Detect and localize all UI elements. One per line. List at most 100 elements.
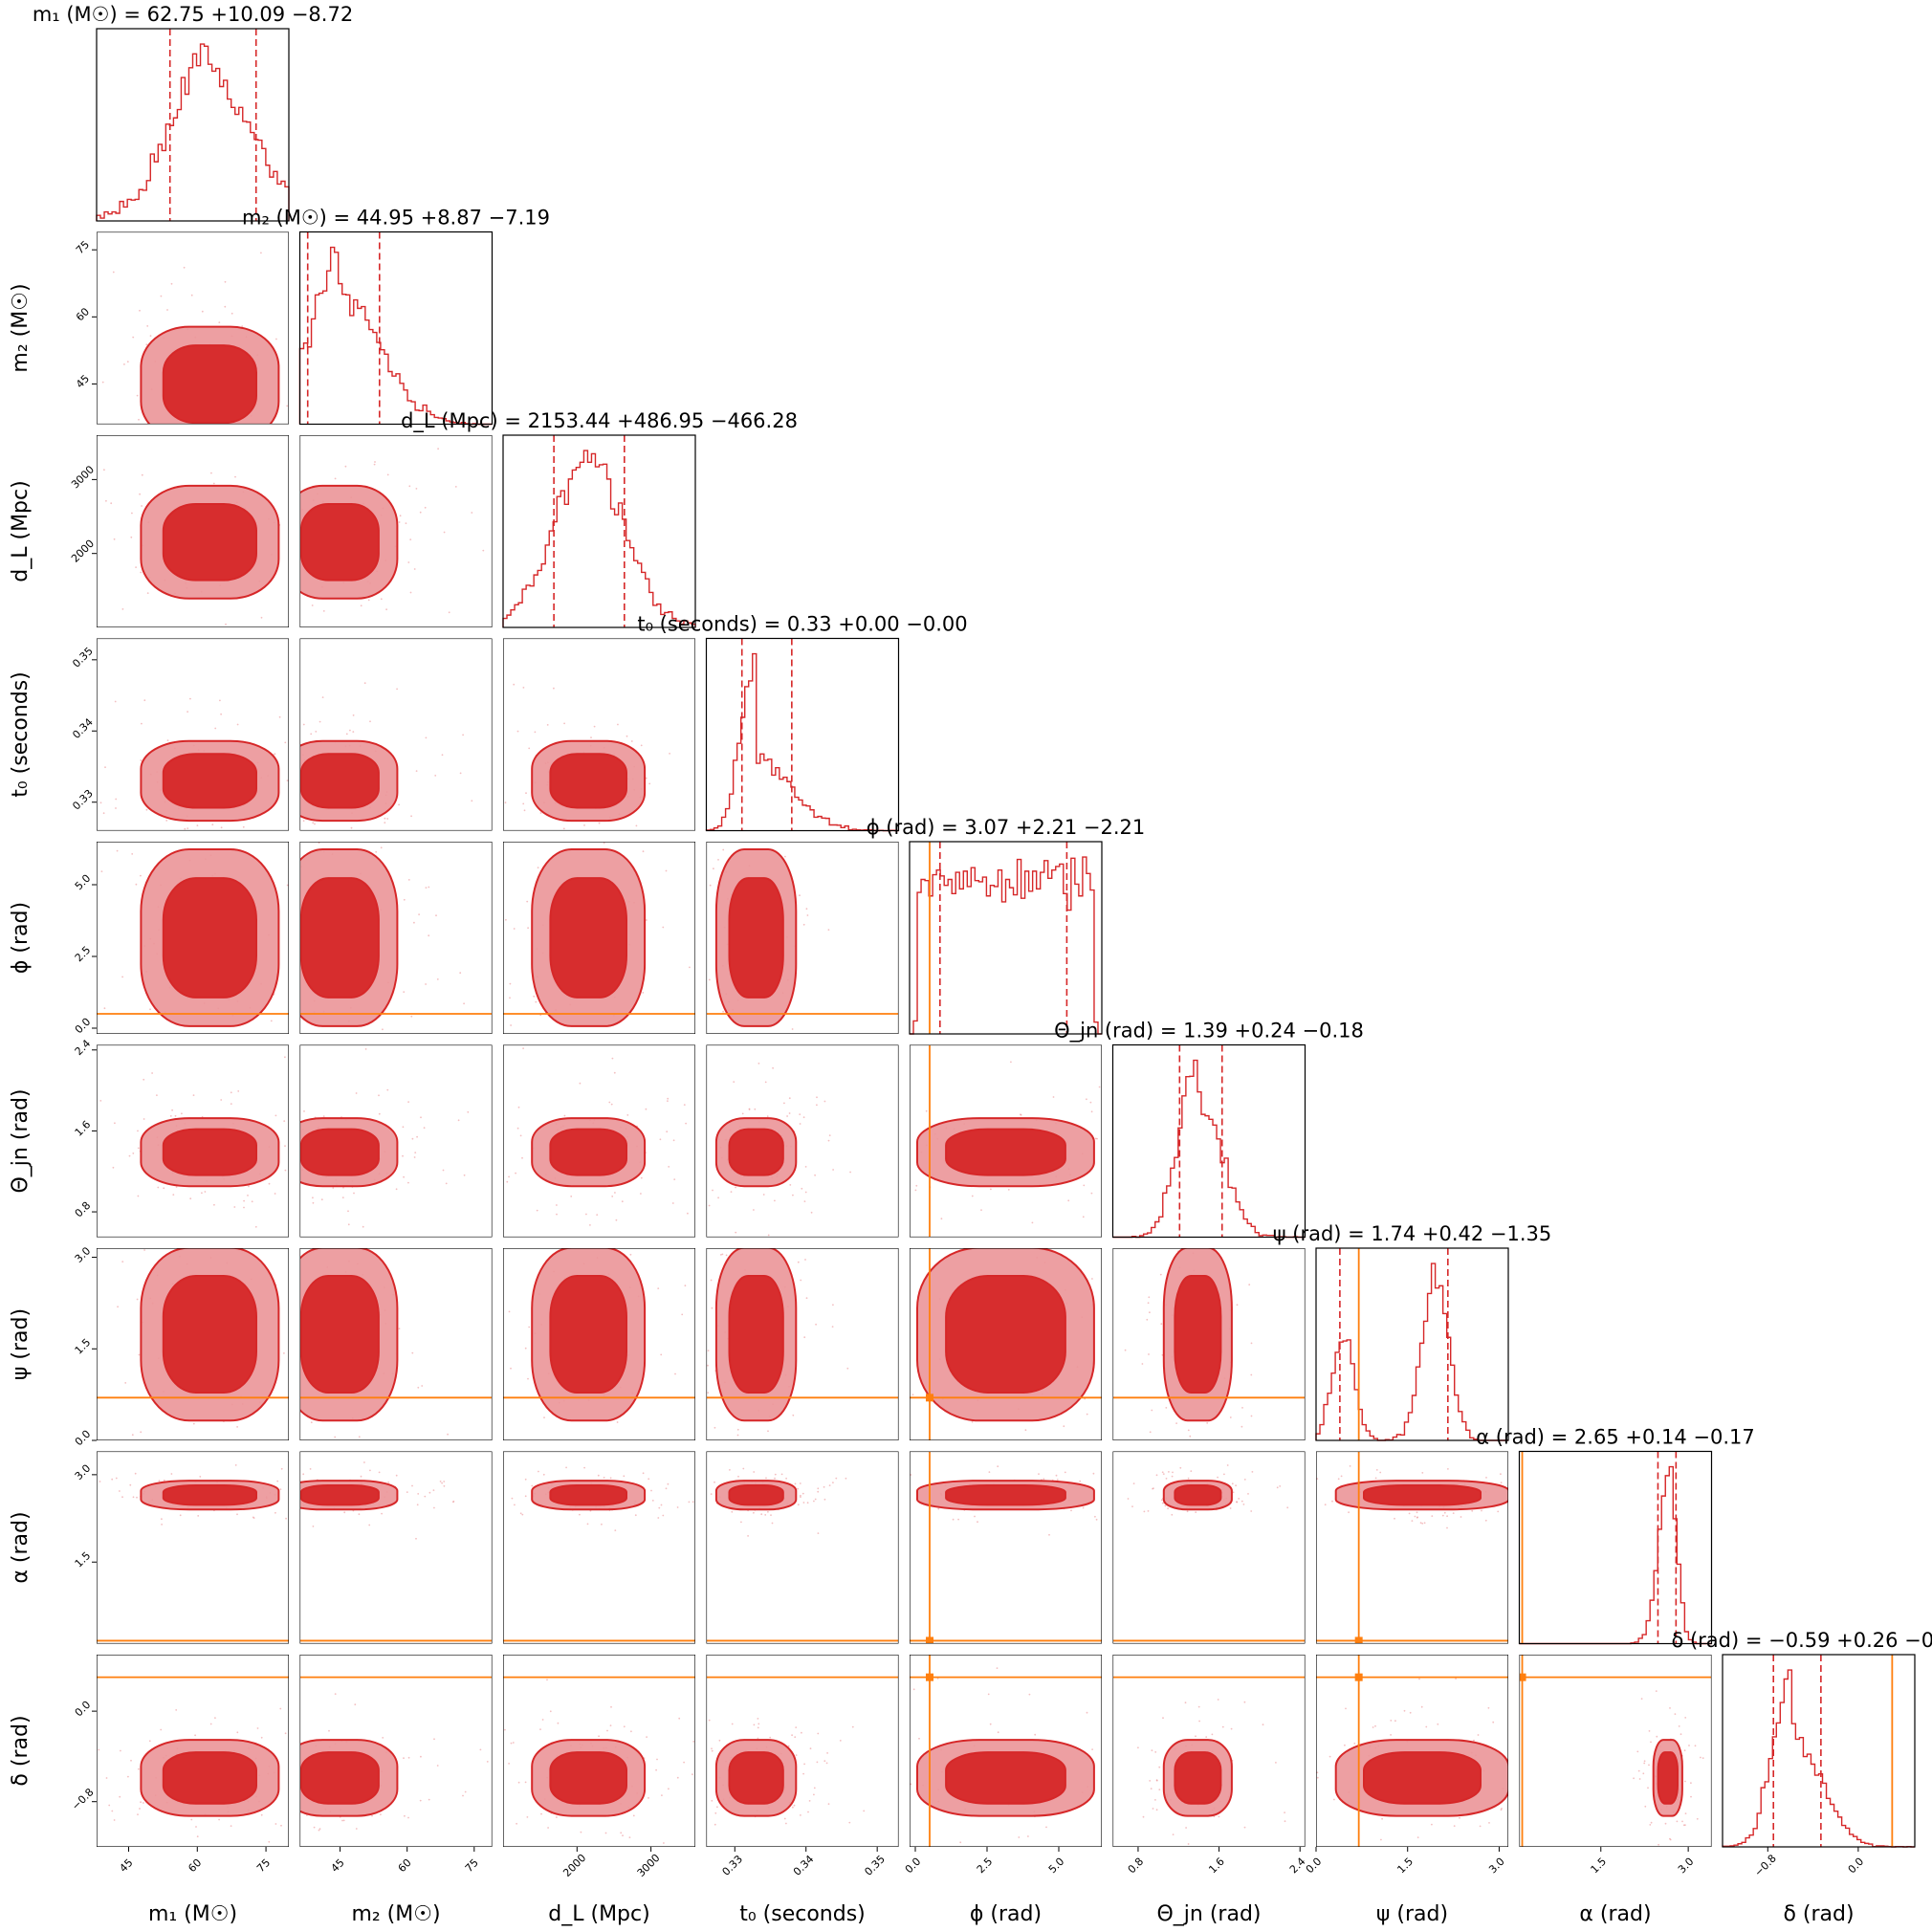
x-tick-label: 2.5 [975, 1855, 996, 1877]
sample-point [454, 486, 457, 488]
sample-point [988, 1471, 991, 1473]
sample-point [667, 1482, 670, 1485]
sample-point [234, 1464, 237, 1466]
sample-point [997, 1731, 999, 1734]
y-tick-label: 0.35 [70, 645, 96, 670]
sample-point [1447, 1468, 1449, 1470]
sample-point [1276, 1486, 1279, 1489]
sample-point [260, 1736, 263, 1739]
sample-point [471, 512, 473, 514]
y-axis-label-theta: Θ_jn (rad) [9, 1088, 33, 1193]
sample-point [136, 1496, 138, 1499]
sample-point [124, 1382, 127, 1384]
sample-point [415, 770, 418, 772]
sample-point [707, 1392, 710, 1394]
sample-point [242, 825, 245, 828]
sample-point [801, 1731, 802, 1734]
sample-point [708, 978, 711, 981]
sample-point [1045, 1826, 1047, 1829]
sample-point [380, 598, 383, 601]
sample-point [1286, 1506, 1289, 1509]
contour-panel-m2-psi [299, 1248, 493, 1440]
sample-point [399, 515, 402, 517]
sample-point [807, 1811, 809, 1813]
sample-point [413, 568, 416, 570]
sample-point [660, 1504, 663, 1506]
sample-point [231, 312, 233, 315]
sample-point [371, 1814, 373, 1817]
sample-point [225, 623, 227, 626]
sample-point [823, 1100, 826, 1103]
sample-point [309, 1468, 312, 1470]
sample-point [523, 809, 526, 812]
contour-panel-m2-alpha [299, 1451, 493, 1644]
sample-point [1279, 1485, 1282, 1487]
sample-point [538, 1470, 539, 1473]
sample-point [1497, 1510, 1500, 1513]
sample-point [805, 1297, 808, 1300]
sample-point [224, 305, 227, 308]
sample-point [312, 822, 315, 824]
sample-point [562, 827, 565, 830]
sample-point [138, 1353, 141, 1356]
sample-point [334, 1693, 337, 1695]
sample-point [467, 1110, 470, 1113]
sample-point [275, 338, 277, 340]
y-tick-label: 3000 [69, 463, 97, 491]
sample-point [786, 1115, 788, 1117]
sample-point [184, 827, 187, 830]
sample-point [270, 1020, 273, 1022]
sample-point [593, 725, 596, 728]
sample-point [224, 280, 227, 283]
sample-point [1684, 1780, 1686, 1783]
sample-point [1226, 1464, 1229, 1466]
sample-point [136, 394, 139, 397]
sample-point [1149, 1311, 1151, 1314]
sample-point [342, 1186, 344, 1189]
sample-point [656, 1758, 658, 1761]
sample-point [1150, 1788, 1153, 1789]
sample-point [597, 1474, 600, 1477]
sample-point [349, 729, 351, 732]
sample-point [1275, 1762, 1277, 1764]
sample-point [535, 1000, 538, 1003]
sample-point [1079, 1480, 1082, 1482]
sample-point [112, 1166, 115, 1169]
sample-point [163, 1187, 165, 1190]
sample-point [347, 1210, 349, 1213]
sample-point [406, 1491, 408, 1493]
sample-point [463, 1002, 465, 1005]
sample-point [648, 1478, 650, 1481]
sample-point [341, 1197, 344, 1198]
x-tick-label: 0.33 [720, 1853, 746, 1878]
y-tick-label: 2.4 [73, 1038, 94, 1059]
sample-point [312, 1201, 315, 1204]
sample-point [1179, 1466, 1182, 1469]
sample-point [343, 1511, 346, 1514]
sample-point [711, 1747, 713, 1750]
sample-point [111, 1810, 114, 1812]
sample-point [1235, 1484, 1237, 1487]
param-title-m2: m₂ (M☉) = 44.95 +8.87 −7.19 [242, 207, 550, 230]
mid-contour [549, 1128, 628, 1176]
sample-point [1187, 1843, 1190, 1845]
sample-point [374, 461, 376, 463]
sample-point [1642, 1772, 1645, 1775]
y-tick-label: 1.6 [73, 1118, 94, 1139]
panel-bg [1519, 1451, 1712, 1644]
sample-point [443, 531, 446, 534]
sample-point [378, 1112, 381, 1115]
sample-point [757, 1063, 760, 1065]
sample-point [714, 1823, 716, 1826]
sample-point [642, 850, 645, 853]
sample-point [977, 1521, 978, 1524]
sample-point [579, 1513, 581, 1516]
sample-point [146, 592, 149, 594]
sample-point [536, 1209, 538, 1212]
contour-panel-theta-psi [1112, 1248, 1306, 1440]
sample-point [1324, 1504, 1327, 1506]
sample-point [832, 1482, 834, 1483]
sample-point [190, 1818, 193, 1821]
sample-point [601, 1523, 603, 1526]
sample-point [218, 1818, 221, 1821]
